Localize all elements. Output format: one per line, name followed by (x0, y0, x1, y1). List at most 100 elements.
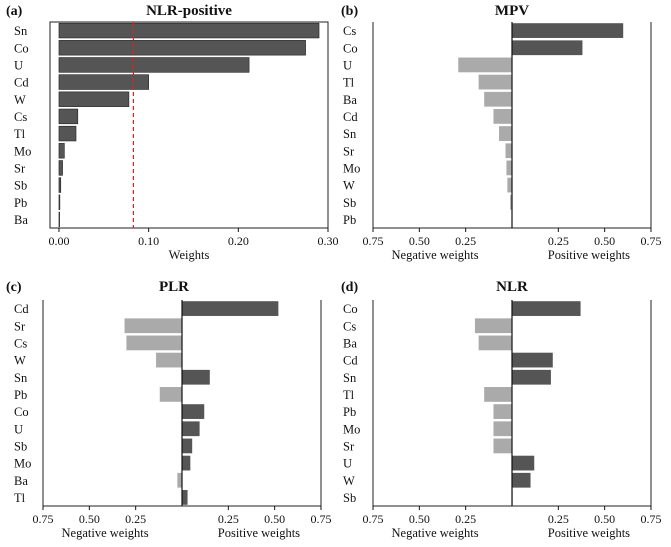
bar-Co (512, 40, 583, 56)
x-axis-label-positive: Positive weights (218, 526, 300, 540)
category-label: Mo (14, 457, 31, 471)
panel-letter: (c) (6, 280, 22, 295)
bar-Ba (478, 335, 512, 351)
x-tick-label: 0.25 (125, 512, 146, 526)
bar-Sb (510, 194, 512, 210)
panel-letter: (b) (341, 4, 358, 19)
category-label: U (14, 58, 23, 72)
category-label: Sb (343, 196, 356, 210)
bar-Tl (182, 490, 188, 505)
bar-Co (512, 301, 581, 316)
bar-W (156, 352, 182, 368)
panel-title: MPV (495, 3, 529, 19)
bar-W (507, 177, 512, 193)
bar-Tl (58, 125, 77, 142)
bar-Cd (182, 301, 279, 316)
bar-Sb (58, 177, 62, 193)
x-tick-label: 0.25 (218, 512, 239, 526)
category-label: Ba (14, 213, 28, 227)
bar-Mo (58, 143, 65, 159)
bar-Sn (182, 369, 210, 385)
category-label: Pb (14, 196, 27, 210)
category-label: Cd (343, 110, 358, 124)
bar-Pb (159, 387, 182, 402)
bar-Ba (177, 472, 182, 488)
bar-Ba (58, 211, 60, 228)
category-label: Mo (343, 422, 360, 436)
bar-Sb (182, 438, 193, 454)
x-axis-label-positive: Positive weights (548, 526, 630, 540)
bar-Sn (512, 369, 551, 385)
panel-d: (d) NLR Co Cs Ba Cd Sn Tl Pb Mo Sr UW Sb 0.75 0.50 0.25… (341, 279, 662, 540)
category-label: Pb (14, 388, 27, 402)
category-label: Cs (343, 24, 356, 38)
panel-title: PLR (159, 279, 189, 295)
x-axis-label: Weights (169, 248, 210, 262)
x-tick-label: 0.00 (48, 234, 69, 248)
category-label: Co (343, 302, 358, 316)
plot-frame (49, 21, 329, 229)
bar-Sn (58, 22, 320, 39)
bar-Mo (182, 455, 191, 471)
x-axis-label-negative: Negative weights (392, 526, 479, 540)
x-axis-label-negative: Negative weights (62, 526, 149, 540)
category-label: U (14, 422, 23, 436)
panel-title: NLR-positive (146, 3, 232, 19)
category-label: U (343, 457, 352, 471)
x-tick-label: 0.75 (363, 512, 384, 526)
bar-Sr (493, 438, 512, 454)
x-axis-label-negative: Negative weights (392, 248, 479, 262)
x-tick-label: 0.30 (318, 234, 339, 248)
bar-Pb (58, 194, 61, 210)
x-tick-label: 0.10 (138, 234, 159, 248)
bar-W (512, 472, 531, 488)
panel-a: (a) NLR-positive Sn Co U Cd W Cs Tl Mo Sr Sb Pb Ba 0.0… (6, 3, 339, 262)
category-label: Mo (14, 144, 31, 158)
category-label: Cs (14, 336, 27, 350)
category-label: Co (343, 41, 358, 55)
category-label: Ba (14, 474, 28, 488)
bar-Cs (58, 108, 79, 125)
x-axis-label-positive: Positive weights (548, 248, 630, 262)
category-label: Tl (14, 127, 26, 141)
bar-U (182, 421, 200, 437)
bar-U (512, 455, 535, 471)
x-tick-label: 0.25 (548, 512, 569, 526)
panel-letter: (d) (341, 280, 358, 295)
category-label: Sr (343, 144, 355, 158)
x-tick-label: 0.50 (79, 512, 100, 526)
category-label: U (343, 58, 352, 72)
category-label: Tl (343, 388, 355, 402)
category-label: Cd (14, 302, 29, 316)
x-tick-label: 0.50 (409, 512, 430, 526)
category-label: Sr (14, 319, 26, 333)
bar-U (458, 57, 512, 73)
category-label: Tl (343, 76, 355, 90)
category-label: Sb (343, 491, 356, 505)
x-tick-label: 0.75 (641, 512, 662, 526)
category-label: Ba (343, 93, 357, 107)
category-label: Sb (14, 439, 27, 453)
bar-W (58, 91, 130, 107)
bar-Pb (493, 404, 512, 419)
category-label: Sn (14, 371, 28, 385)
bar-Tl (478, 74, 512, 90)
bar-Cs (474, 318, 512, 334)
bar-Mo (506, 160, 512, 176)
bar-Sn (499, 126, 512, 141)
bar-Co (58, 40, 306, 56)
category-label: Cs (343, 319, 356, 333)
bar-Cs (126, 335, 182, 351)
x-tick-label: 0.50 (594, 234, 615, 248)
bar-Cd (493, 109, 512, 124)
category-label: Cd (343, 354, 358, 368)
x-tick-label: 0.20 (228, 234, 249, 248)
bar-Cd (58, 74, 149, 90)
category-label: W (343, 474, 355, 488)
x-tick-label: 0.25 (455, 512, 476, 526)
x-tick-label: 0.75 (311, 512, 332, 526)
x-tick-label: 0.50 (594, 512, 615, 526)
category-label: Ba (343, 336, 357, 350)
bar-Co (182, 404, 205, 419)
